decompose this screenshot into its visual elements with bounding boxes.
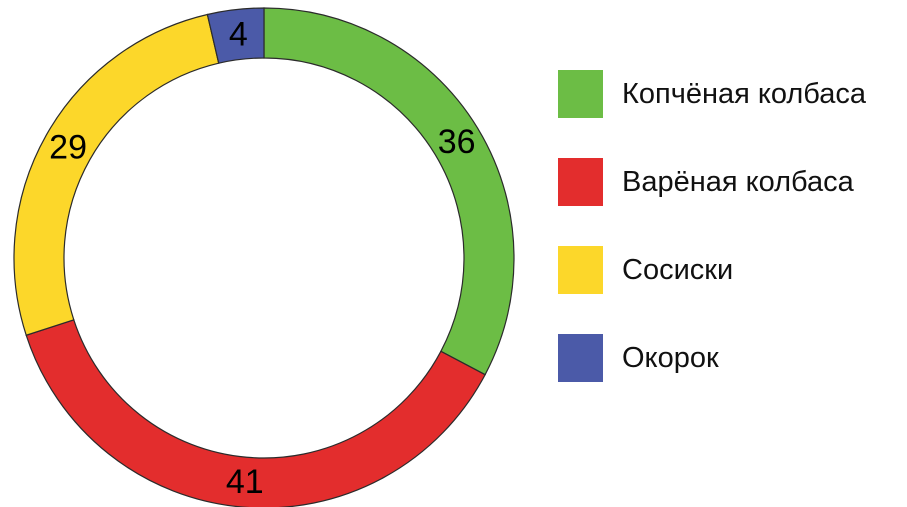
legend-swatch-3 <box>558 246 603 294</box>
legend-swatch-2 <box>558 158 603 206</box>
legend-label-2: Варёная колбаса <box>622 166 855 198</box>
slice-labels-layer: 36 41 29 4 <box>49 15 475 501</box>
slice-4-value-label: 4 <box>229 15 248 53</box>
slice-1-arc <box>263 7 515 376</box>
legend: Копчёная колбаса Варёная колбаса Сосиски Ок… <box>558 70 867 382</box>
slice-1-value-label: 36 <box>438 123 476 161</box>
slice-3-arc <box>13 13 220 337</box>
slice-3-value-label: 29 <box>49 128 87 166</box>
legend-swatch-4 <box>558 334 603 382</box>
legend-label-4: Окорок <box>622 342 719 374</box>
slice-2-value-label: 41 <box>226 463 264 501</box>
slices-layer <box>13 7 515 507</box>
slice-4-arc <box>206 7 265 64</box>
legend-label-1: Копчёная колбаса <box>622 78 867 110</box>
slice-2-arc <box>25 319 486 507</box>
legend-label-3: Сосиски <box>622 254 733 286</box>
legend-swatch-1 <box>558 70 603 118</box>
